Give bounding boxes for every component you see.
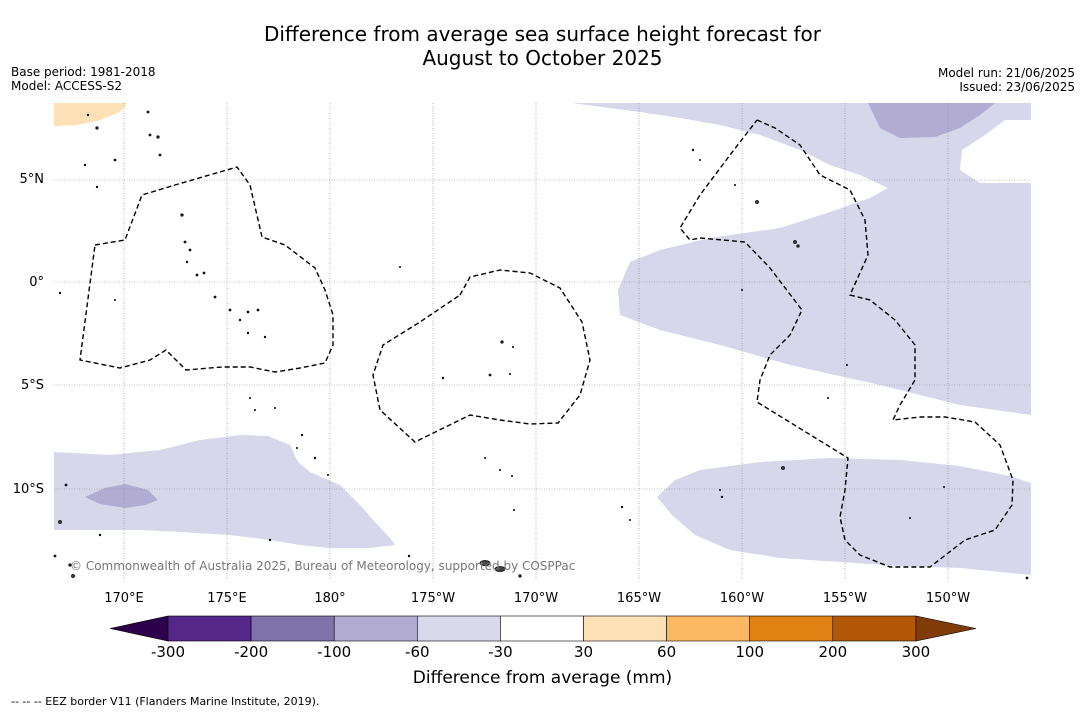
anomaly-region-sw bbox=[54, 435, 395, 548]
colorbar-over-arrow bbox=[915, 615, 977, 642]
lon-label-160w: 160°W bbox=[720, 591, 764, 606]
eez-border-kiribati-phoenix bbox=[372, 269, 591, 443]
lon-label-180: 180° bbox=[314, 591, 345, 606]
lon-label-150w: 150°W bbox=[926, 591, 970, 606]
meta-right: Model run: 21/06/2025 Issued: 23/06/2025 bbox=[938, 66, 1075, 94]
issued-date: Issued: 23/06/2025 bbox=[959, 80, 1075, 94]
colorbar-segment bbox=[167, 615, 252, 642]
colorbar-tick-label: -100 bbox=[317, 643, 352, 661]
colorbar bbox=[109, 615, 977, 642]
colorbar-segment bbox=[500, 615, 584, 642]
lon-label-175e: 175°E bbox=[207, 591, 247, 606]
colorbar-tick-label: 300 bbox=[901, 643, 931, 661]
anomaly-region-sw-dark bbox=[85, 484, 158, 508]
colorbar-tick-label: 200 bbox=[818, 643, 848, 661]
anomaly-region-ne bbox=[572, 103, 1031, 415]
colorbar-segment bbox=[666, 615, 750, 642]
lon-label-165w: 165°W bbox=[617, 591, 661, 606]
model-run: Model run: 21/06/2025 bbox=[937, 66, 1075, 80]
colorbar-label: Difference from average (mm) bbox=[412, 668, 673, 688]
base-period: Base period: 1981-2018 bbox=[11, 65, 156, 79]
lat-label-5s: 5°S bbox=[21, 378, 44, 393]
anomaly-field bbox=[54, 103, 1031, 575]
copyright-credit: © Commonwealth of Australia 2025, Bureau… bbox=[70, 559, 575, 573]
colorbar-tick-label: 30 bbox=[573, 643, 594, 661]
islands bbox=[53, 110, 1029, 580]
colorbar-tick-label: -300 bbox=[150, 643, 186, 661]
eez-border-kiribati-gilbert bbox=[79, 166, 334, 373]
anomaly-region-se bbox=[657, 458, 1031, 575]
longitude-labels: 170°E 175°E 180° 175°W 170°W 165°W 160°W… bbox=[104, 591, 970, 606]
colorbar-under-arrow bbox=[109, 615, 169, 642]
colorbar-tick-label: -30 bbox=[488, 643, 513, 661]
lon-label-170w: 170°W bbox=[514, 591, 558, 606]
gridlines bbox=[54, 103, 1031, 580]
title-line-1: Difference from average sea surface heig… bbox=[263, 22, 822, 46]
lon-label-155w: 155°W bbox=[823, 591, 867, 606]
colorbar-tick-label: -200 bbox=[234, 643, 269, 661]
colorbar-tick-label: 60 bbox=[657, 643, 677, 661]
eez-footnote: -- -- -- EEZ border V11 (Flanders Marine… bbox=[11, 695, 320, 708]
lat-label-0: 0° bbox=[29, 275, 44, 290]
map-title: Difference from average sea surface heig… bbox=[0, 22, 1085, 70]
lat-label-10s: 10°S bbox=[13, 482, 44, 497]
eez-borders bbox=[79, 119, 1014, 568]
meta-left: Base period: 1981-2018 Model: ACCESS-S2 bbox=[11, 65, 156, 93]
lat-label-5n: 5°N bbox=[20, 172, 45, 187]
colorbar-segment bbox=[416, 615, 501, 642]
lon-label-170e: 170°E bbox=[104, 591, 144, 606]
model-name: Model: ACCESS-S2 bbox=[11, 79, 123, 93]
title-line-2: August to October 2025 bbox=[422, 46, 663, 70]
colorbar-segment bbox=[583, 615, 667, 642]
colorbar-segment bbox=[749, 615, 834, 642]
latitude-labels: 5°N 0° 5°S 10°S bbox=[13, 172, 44, 497]
eez-border-kiribati-line bbox=[679, 119, 1014, 568]
lon-label-175w: 175°W bbox=[411, 591, 455, 606]
colorbar-segment bbox=[832, 615, 917, 642]
colorbar-ticks: -300 -200 -100 -60 -30 30 60 100 200 300 bbox=[0, 643, 1085, 663]
anomaly-region-ne-dark bbox=[868, 103, 995, 138]
colorbar-tick-label: 100 bbox=[735, 643, 765, 661]
colorbar-segment bbox=[250, 615, 335, 642]
colorbar-tick-label: -60 bbox=[405, 643, 430, 661]
colorbar-segment bbox=[333, 615, 418, 642]
anomaly-region-nw-positive bbox=[54, 103, 127, 126]
